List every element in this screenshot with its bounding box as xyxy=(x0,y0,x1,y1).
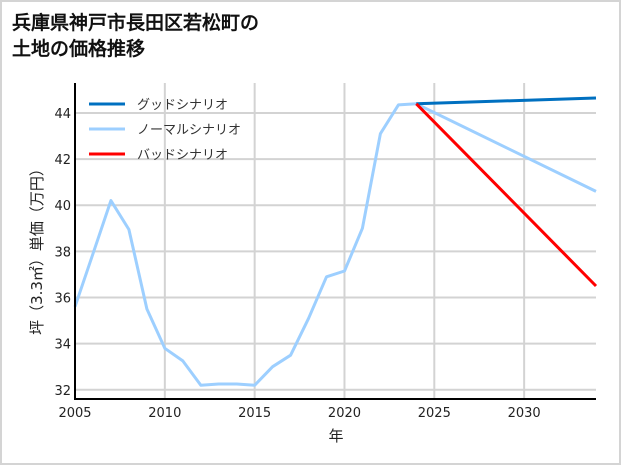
chart-title-line-2: 土地の価格推移 xyxy=(12,38,146,60)
y-tick-label: 42 xyxy=(54,153,71,168)
legend-label: グッドシナリオ xyxy=(137,98,228,113)
x-tick-label: 2005 xyxy=(58,406,91,421)
legend-item: バッドシナリオ xyxy=(89,148,228,163)
y-tick-labels: 32 34 36 38 40 42 44 xyxy=(54,107,71,399)
series-line xyxy=(416,96,597,106)
series-line xyxy=(415,102,598,288)
y-tick-label: 40 xyxy=(54,199,71,214)
x-tick-label: 2010 xyxy=(148,406,181,421)
chart-title-line-1: 兵庫県神戸市長田区若松町の xyxy=(12,12,260,34)
data-series xyxy=(73,96,598,387)
legend-label: バッドシナリオ xyxy=(137,148,228,163)
x-axis-label: 年 xyxy=(328,427,343,445)
axes xyxy=(74,83,596,400)
x-tick-labels: 2005 2010 2015 2020 2025 2030 xyxy=(58,406,540,421)
y-axis-label: 坪（3.3㎡）単価（万円） xyxy=(28,161,46,335)
legend-item: グッドシナリオ xyxy=(89,98,228,113)
y-tick-label: 36 xyxy=(54,292,71,307)
legend-label: ノーマルシナリオ xyxy=(137,123,241,138)
x-tick-label: 2030 xyxy=(508,406,541,421)
chart-title: 兵庫県神戸市長田区若松町の 土地の価格推移 xyxy=(12,10,259,62)
series-line xyxy=(73,102,597,387)
y-tick-label: 38 xyxy=(54,245,71,260)
x-tick-label: 2020 xyxy=(328,406,361,421)
y-tick-label: 32 xyxy=(54,384,71,399)
x-tick-label: 2025 xyxy=(418,406,451,421)
y-tick-label: 34 xyxy=(54,338,71,353)
x-tick-label: 2015 xyxy=(238,406,271,421)
y-tick-label: 44 xyxy=(54,107,71,122)
legend-item: ノーマルシナリオ xyxy=(89,123,241,138)
